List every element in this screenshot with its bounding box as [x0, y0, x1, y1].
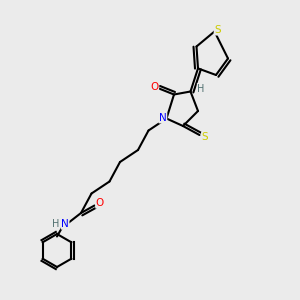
Text: S: S: [214, 25, 221, 35]
Text: N: N: [159, 113, 167, 123]
Text: H: H: [197, 83, 205, 94]
Text: S: S: [202, 132, 208, 142]
Text: H: H: [52, 219, 59, 229]
Text: N: N: [61, 219, 69, 229]
Text: O: O: [96, 198, 104, 208]
Text: O: O: [150, 82, 159, 92]
